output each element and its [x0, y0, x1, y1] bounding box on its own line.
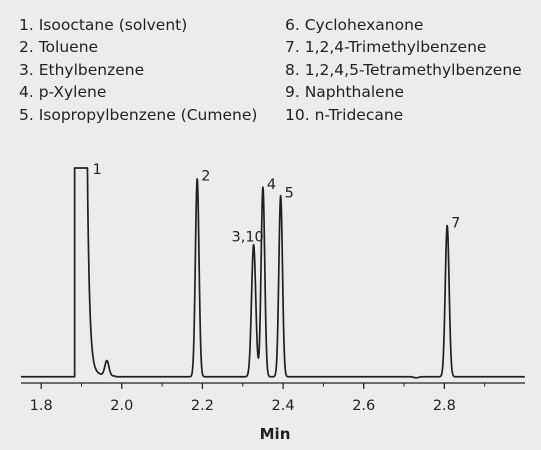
- legend-item-3: 3. Ethylbenzene: [19, 60, 145, 79]
- peak-label-3-10: 3,10: [231, 230, 263, 246]
- legend-item-4: 4. p-Xylene: [19, 83, 107, 102]
- peak-label-5: 5: [285, 186, 294, 202]
- x-axis-label: Min: [260, 425, 291, 443]
- x-tick-label: 2.4: [272, 398, 295, 414]
- peak-label-2: 2: [201, 169, 210, 185]
- legend-item-8: 8. 1,2,4,5-Tetramethylbenzene: [285, 60, 522, 79]
- legend-item-9: 9. Naphthalene: [285, 83, 405, 102]
- x-tick-label: 2.8: [433, 398, 456, 414]
- x-tick-label: 2.2: [191, 398, 214, 414]
- peak-label-4: 4: [267, 177, 276, 193]
- legend-right: 6. Cyclohexanone 7. 1,2,4-Trimethylbenze…: [285, 14, 522, 126]
- legend-item-10: 10. n-Tridecane: [285, 105, 404, 124]
- chromatogram-trace: [20, 167, 526, 379]
- x-tick-label: 2.0: [110, 398, 133, 414]
- x-tick-label: 2.6: [352, 398, 375, 414]
- legend-item-1: 1. Isooctane (solvent): [19, 16, 188, 34]
- legend-item-2: 2. Toluene: [19, 38, 99, 57]
- legend-item-5: 5. Isopropylbenzene (Cumene): [19, 105, 258, 124]
- peak-label-7: 7: [451, 216, 460, 232]
- legend-item-6: 6. Cyclohexanone: [285, 16, 424, 34]
- legend-item-7: 7. 1,2,4-Trimethylbenzene: [285, 38, 487, 57]
- peak-label-1: 1: [93, 162, 102, 178]
- peak-labels: 1 2 3,10 45 7: [93, 162, 461, 246]
- x-axis: 1.8 2.0 2.2 2.4 2.6 2.8: [21, 382, 525, 414]
- trace-layer: [20, 167, 526, 379]
- x-tick-label: 1.8: [30, 398, 53, 414]
- legend-left: 1. Isooctane (solvent) 2. Toluene 3. Eth…: [19, 14, 257, 126]
